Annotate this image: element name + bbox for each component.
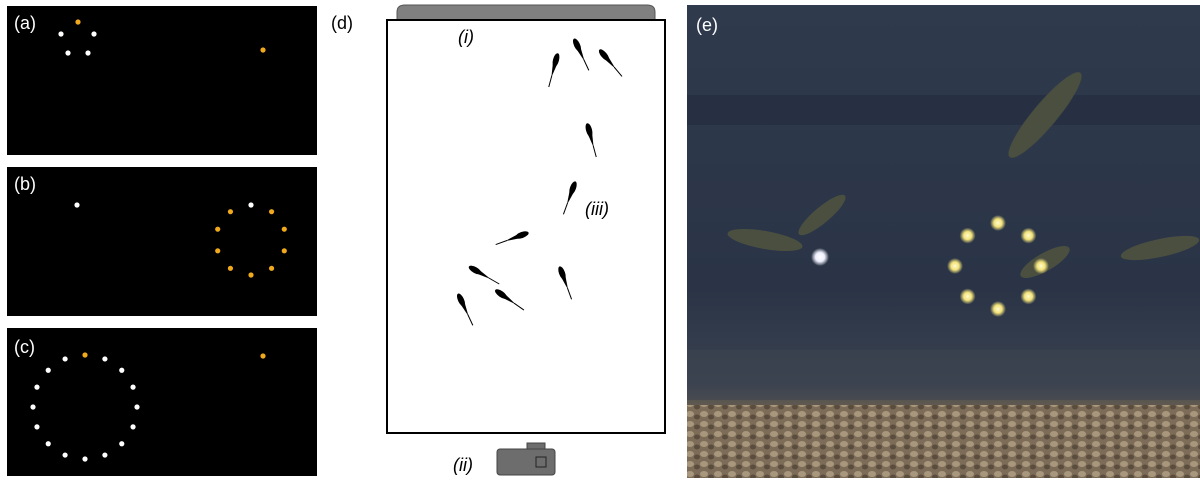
stimulus-dot: [215, 227, 220, 232]
part-label: (iii): [585, 199, 609, 219]
light: [947, 258, 963, 274]
stimulus-dot: [119, 368, 124, 373]
light: [1033, 258, 1049, 274]
stimulus-dot: [248, 272, 253, 277]
panel-e: (e): [687, 5, 1200, 478]
stimulus-dot: [269, 266, 274, 271]
stimulus-dot: [102, 452, 107, 457]
stimulus-dot: [75, 19, 80, 24]
panel-label: (a): [14, 13, 36, 33]
stimulus-dot: [215, 248, 220, 253]
stimulus-dot: [228, 266, 233, 271]
stimulus-dot: [46, 441, 51, 446]
stimulus-dot: [269, 209, 274, 214]
stimulus-dot: [63, 356, 68, 361]
stimulus-dot: [248, 202, 253, 207]
camera: [497, 443, 555, 475]
stimulus-dot: [119, 441, 124, 446]
stimulus-dot: [34, 385, 39, 390]
tank: [387, 20, 665, 433]
stimulus-dot: [85, 50, 90, 55]
stimulus-dot: [82, 352, 87, 357]
light: [1020, 228, 1036, 244]
panel-background: [7, 328, 317, 476]
panel-background: [7, 167, 317, 316]
stimulus-dot: [58, 31, 63, 36]
stimulus-dot: [260, 47, 265, 52]
stimulus-dot: [282, 248, 287, 253]
stimulus-dot: [46, 368, 51, 373]
stimulus-dot: [82, 456, 87, 461]
panel-d: (d) (i) (iii) (ii): [331, 5, 665, 475]
stimulus-dot: [91, 31, 96, 36]
panel-b: (b): [7, 167, 317, 316]
stimulus-dot: [260, 353, 265, 358]
stimulus-dot: [134, 404, 139, 409]
stimulus-dot: [228, 209, 233, 214]
panel-label: (c): [14, 337, 35, 357]
stimulus-dot: [102, 356, 107, 361]
stimulus-dot: [65, 50, 70, 55]
stimulus-dot: [130, 385, 135, 390]
part-label: (i): [458, 27, 474, 47]
panel-a: (a): [7, 6, 317, 155]
light: [990, 301, 1006, 317]
light: [960, 288, 976, 304]
screen: [397, 5, 655, 20]
figure: (a) (b) (c) (d) (i) (iii) (ii): [0, 0, 1200, 481]
stimulus-dot: [63, 452, 68, 457]
stimulus-dot: [34, 424, 39, 429]
panel-c: (c): [7, 328, 317, 476]
stimulus-dot: [30, 404, 35, 409]
stimulus-dot: [130, 424, 135, 429]
light: [1020, 288, 1036, 304]
stimulus-dot: [74, 202, 79, 207]
part-label: (ii): [453, 455, 473, 475]
panel-label: (b): [14, 174, 36, 194]
panel-label: (d): [331, 13, 353, 33]
light: [990, 215, 1006, 231]
gravel: [687, 405, 1200, 478]
stimulus-dot: [282, 227, 287, 232]
light: [811, 248, 829, 266]
light: [960, 228, 976, 244]
panel-label: (e): [696, 15, 718, 35]
panel-background: [7, 6, 317, 155]
